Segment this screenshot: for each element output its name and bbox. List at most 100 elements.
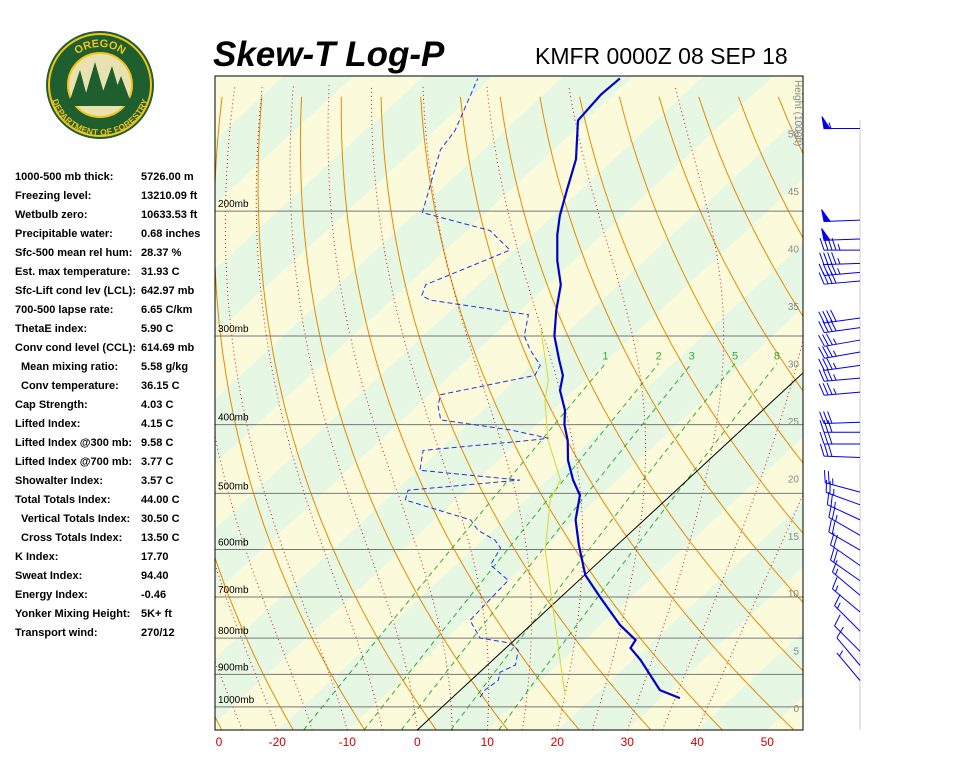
barb-flag — [821, 228, 831, 241]
stat-label: Conv temperature: — [21, 380, 119, 392]
x-tick-label: 40 — [691, 735, 705, 749]
x-edge-label: 0 — [216, 735, 223, 749]
dry-adiabat — [818, 97, 960, 730]
barb-feather — [822, 383, 829, 396]
barb-feather — [823, 252, 829, 265]
barb-feather — [833, 534, 838, 548]
barb-feather — [822, 358, 829, 371]
barb-half — [837, 243, 841, 251]
wind-barb — [819, 420, 860, 433]
barb-staff — [824, 391, 861, 396]
barb-feather — [827, 444, 833, 457]
wind-barb — [821, 209, 861, 222]
dry-adiabat — [257, 96, 437, 730]
barb-feather — [827, 411, 833, 424]
barb-half — [832, 338, 837, 345]
dry-adiabat — [539, 96, 803, 604]
stat-value: 5726.00 m — [141, 171, 194, 183]
dry-adiabat — [618, 96, 803, 464]
dry-adiabat — [215, 96, 366, 730]
wind-barb — [830, 547, 861, 582]
stat-value: 28.37 % — [141, 247, 182, 259]
stat-label: Showalter Index: — [15, 475, 103, 487]
barb-feather — [830, 271, 837, 284]
chart-title: Skew-T Log-P — [213, 35, 445, 74]
stat-label: ThetaE index: — [15, 323, 87, 335]
barb-feather — [825, 333, 833, 346]
barb-feather — [818, 383, 825, 396]
dry-adiabat — [420, 96, 723, 730]
stat-value: 6.65 C/km — [141, 304, 193, 316]
barb-feather — [830, 309, 837, 322]
barb-feather — [818, 358, 825, 371]
barb-feather — [819, 237, 825, 251]
chart-subtitle: KMFR 0000Z 08 SEP 18 — [535, 43, 788, 69]
barb-flag — [821, 116, 831, 130]
barb-staff — [836, 637, 861, 666]
mixing-ratio-label: 8 — [774, 350, 780, 362]
barb-feather — [834, 594, 841, 606]
pressure-label: 600mb — [218, 538, 249, 549]
barb-feather — [826, 382, 833, 395]
barb-feather — [831, 252, 837, 265]
barb-feather — [822, 334, 829, 346]
stat-value: 614.69 mb — [141, 342, 194, 354]
wind-barb — [819, 431, 860, 445]
barb-staff — [824, 271, 861, 276]
stat-value: 5K+ ft — [141, 608, 172, 620]
barb-feather — [827, 431, 833, 445]
barb-flag — [821, 209, 831, 222]
stat-value: 270/12 — [141, 627, 175, 639]
height-tick-label: 50 — [788, 129, 800, 140]
barb-feather — [826, 357, 833, 370]
stat-value: 5.58 g/kg — [141, 361, 188, 373]
moist-adiabat — [327, 85, 453, 730]
barb-staff — [826, 492, 861, 506]
logo-top-text: OREGON — [72, 38, 127, 57]
dry-adiabat — [340, 96, 580, 730]
logo-trees — [70, 62, 130, 100]
x-tick-label: -20 — [269, 735, 287, 749]
x-tick-label: 30 — [621, 735, 635, 749]
barb-feather — [834, 614, 841, 627]
isotherm-band — [557, 502, 803, 730]
pressure-label: 200mb — [218, 199, 249, 210]
barb-feather — [833, 550, 838, 563]
x-tick-label: 0 — [414, 735, 421, 749]
wind-barb — [825, 479, 861, 506]
stat-value: 44.00 C — [141, 494, 180, 506]
plot-frame — [214, 75, 804, 731]
barb-feather — [822, 320, 829, 333]
barb-feather — [830, 493, 833, 507]
barb-feather — [818, 346, 825, 359]
barb-staff — [832, 588, 861, 613]
wind-barb — [818, 382, 861, 396]
wind-barb — [818, 345, 861, 359]
barb-staff — [830, 559, 861, 582]
isotherm-band — [215, 76, 803, 659]
wind-barb — [836, 626, 861, 666]
moist-adiabat — [224, 85, 348, 730]
pressure-label: 400mb — [218, 413, 249, 424]
barb-feather — [818, 369, 825, 382]
stat-label: Sfc-500 mean rel hum: — [15, 247, 132, 259]
isotherm-band — [215, 113, 803, 723]
barb-feather — [823, 431, 829, 445]
wind-barb — [831, 560, 861, 596]
wind-barb — [834, 594, 861, 632]
isotherm-band — [697, 632, 803, 730]
barb-feather — [828, 504, 832, 518]
pressure-label: 1000mb — [218, 695, 255, 706]
stat-value: 9.58 C — [141, 437, 173, 449]
dry-adiabat — [937, 97, 960, 730]
mixing-ratio-label: 3 — [689, 350, 695, 362]
barb-feather — [826, 271, 833, 284]
height-tick-label: 30 — [788, 359, 800, 370]
dry-adiabat — [380, 96, 652, 730]
dry-adiabat — [777, 96, 803, 155]
mixing-ratio-label: 5 — [732, 350, 738, 362]
barb-staff — [830, 544, 861, 566]
barb-feather — [830, 532, 835, 546]
wind-barb — [821, 228, 861, 241]
barb-half — [828, 122, 832, 129]
